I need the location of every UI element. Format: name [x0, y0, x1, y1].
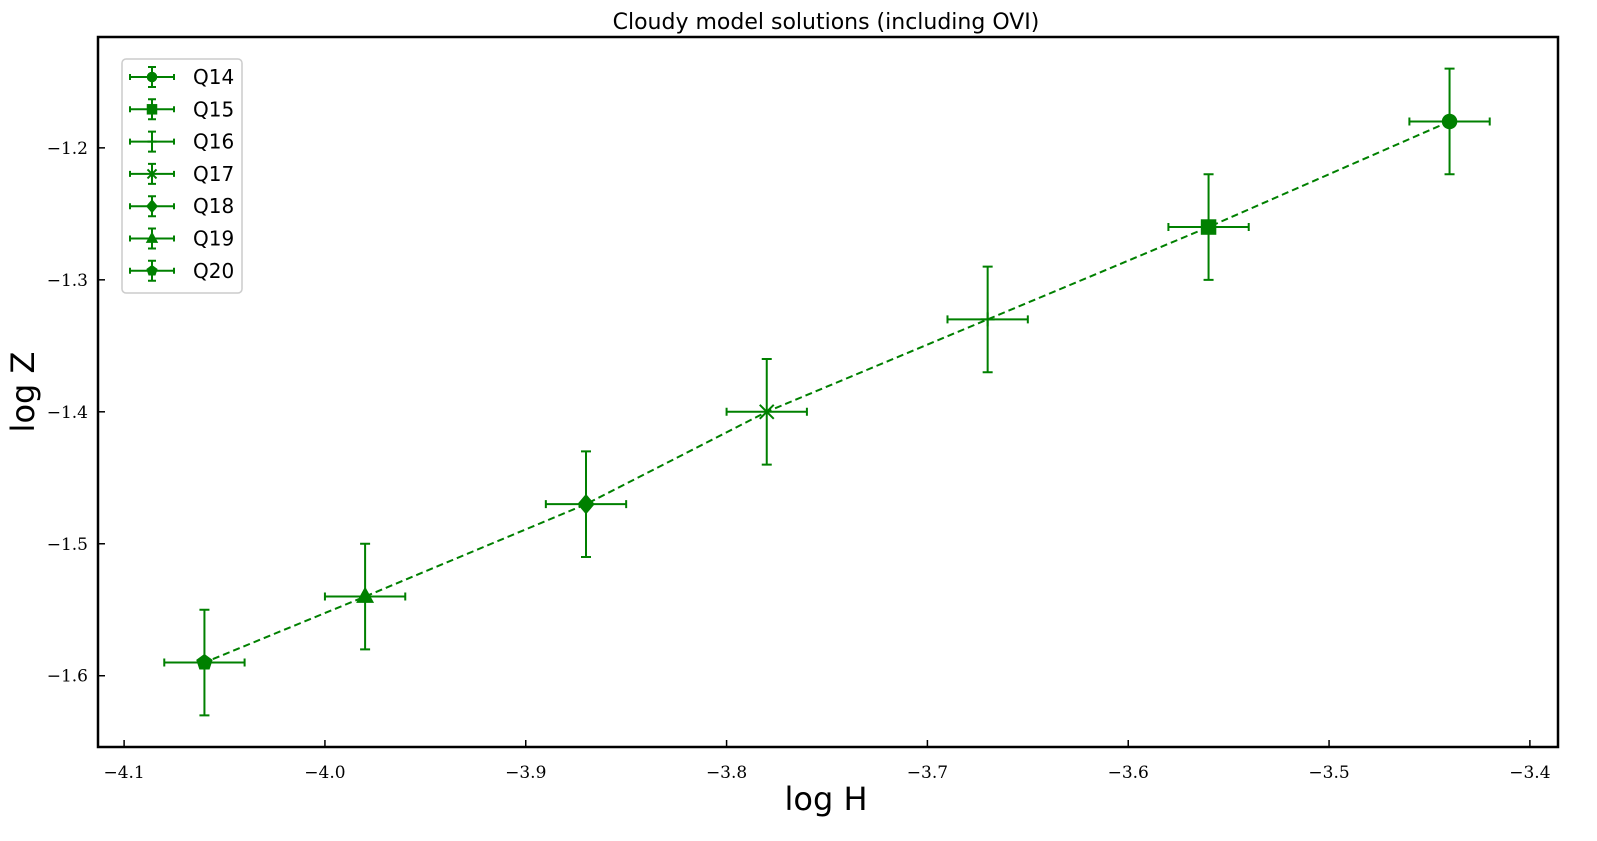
y-tick-label: −1.6 — [47, 667, 88, 687]
marker-plus — [980, 312, 995, 327]
x-tick-label: −3.5 — [1308, 763, 1349, 783]
y-tick-label: −1.5 — [47, 535, 88, 555]
legend-label: Q16 — [193, 130, 234, 154]
y-axis: −1.2 −1.3 −1.4 −1.5 −1.6 — [47, 139, 105, 687]
x-tick-label: −3.4 — [1509, 763, 1550, 783]
legend-marker-plus — [147, 137, 157, 147]
x-axis: −4.1 −4.0 −3.9 −3.8 −3.7 −3.6 −3.5 −3.4 — [103, 740, 1551, 783]
y-axis-label: log Z — [4, 352, 42, 433]
marker-triangle — [356, 586, 375, 603]
legend-label: Q14 — [193, 65, 234, 89]
data-point-q20 — [163, 608, 246, 717]
legend-entry-q16: Q16 — [129, 130, 234, 154]
x-tick-label: −3.7 — [907, 763, 948, 783]
marker-circle — [1441, 113, 1458, 130]
data-point-q14 — [1408, 67, 1491, 176]
data-point-q17 — [725, 358, 808, 466]
data-point-q16 — [946, 265, 1029, 374]
legend-label: Q20 — [193, 259, 234, 283]
dashed-connector-line — [204, 120, 1450, 664]
y-tick-label: −1.3 — [47, 271, 88, 291]
legend-label: Q15 — [193, 97, 234, 121]
legend-marker-diamond — [146, 199, 158, 214]
marker-pentagon — [196, 653, 213, 670]
x-axis-label: log H — [784, 780, 867, 818]
x-tick-label: −3.6 — [1108, 763, 1149, 783]
legend-marker-triangle — [145, 231, 159, 243]
legend-entry-q19: Q19 — [129, 227, 234, 251]
data-points — [163, 67, 1491, 717]
legend-entry-q15: Q15 — [129, 97, 234, 121]
marker-diamond — [577, 493, 595, 515]
y-tick-label: −1.4 — [47, 403, 88, 423]
data-point-q19 — [323, 542, 407, 651]
marker-square — [1200, 219, 1217, 235]
plot-frame — [96, 35, 1560, 749]
legend-marker-x — [146, 168, 158, 180]
y-tick-label: −1.2 — [47, 139, 88, 159]
legend-marker-circle — [146, 71, 158, 83]
legend-marker-pentagon — [146, 264, 158, 276]
legend-entry-q14: Q14 — [129, 65, 234, 89]
legend-entry-q20: Q20 — [129, 259, 234, 283]
legend-entry-q17: Q17 — [129, 162, 234, 186]
legend: Q14 Q15 Q16 Q17 Q18 Q19 Q20 — [121, 58, 243, 294]
legend-label: Q18 — [193, 194, 234, 218]
x-tick-label: −4.0 — [304, 763, 345, 783]
legend-label: Q17 — [193, 162, 234, 186]
x-tick-label: −4.1 — [103, 763, 144, 783]
data-point-q18 — [544, 450, 628, 558]
legend-marker-square — [146, 104, 158, 115]
x-tick-label: −3.8 — [706, 763, 747, 783]
marker-x — [759, 404, 775, 420]
x-tick-label: −3.9 — [505, 763, 546, 783]
chart-title: Cloudy model solutions (including OVI) — [613, 10, 1040, 35]
data-point-q15 — [1167, 173, 1250, 281]
legend-entry-q18: Q18 — [129, 194, 234, 218]
legend-label: Q19 — [193, 227, 234, 251]
